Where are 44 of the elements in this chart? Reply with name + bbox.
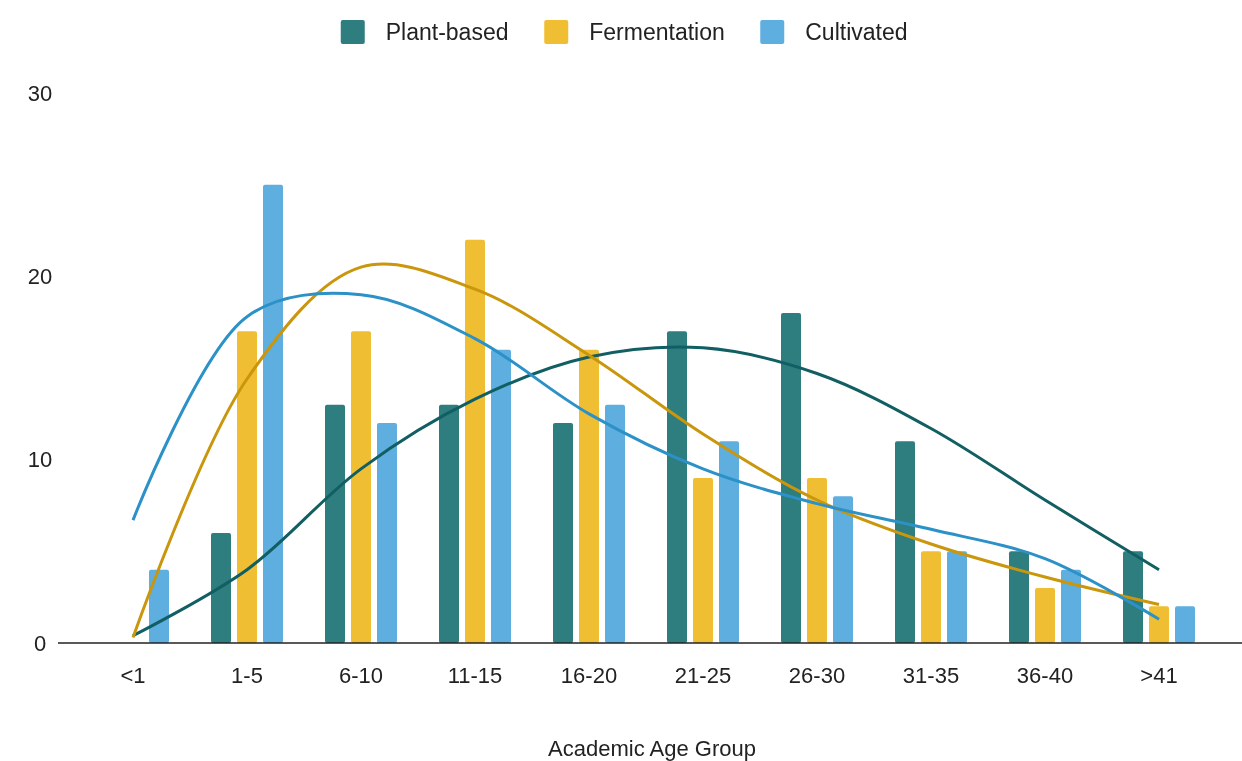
bar bbox=[211, 533, 231, 643]
bar bbox=[263, 184, 283, 643]
bar bbox=[947, 551, 967, 643]
bar bbox=[667, 331, 687, 643]
x-axis-title: Academic Age Group bbox=[548, 735, 756, 761]
y-tick-label: 10 bbox=[27, 447, 53, 473]
legend-label: Fermentation bbox=[589, 19, 725, 45]
bar bbox=[377, 423, 397, 643]
bar bbox=[579, 349, 599, 643]
x-tick-label: >41 bbox=[1140, 662, 1178, 688]
x-tick-label: 36-40 bbox=[1016, 662, 1074, 688]
x-tick-label: 21-25 bbox=[674, 662, 732, 688]
y-tick-label: 20 bbox=[27, 263, 53, 289]
x-tick-label: 26-30 bbox=[788, 662, 846, 688]
x-tick-label: 1-5 bbox=[231, 662, 263, 688]
bar bbox=[781, 313, 801, 643]
x-tick-label: 31-35 bbox=[902, 662, 960, 688]
bar bbox=[605, 404, 625, 643]
bar bbox=[807, 478, 827, 643]
bar bbox=[1009, 551, 1029, 643]
bar bbox=[553, 423, 573, 643]
y-tick-label: 0 bbox=[33, 630, 47, 656]
bar bbox=[719, 441, 739, 643]
y-tick-label: 30 bbox=[27, 80, 53, 106]
legend-label: Cultivated bbox=[805, 19, 908, 45]
bar bbox=[1175, 606, 1195, 643]
x-tick-label: <1 bbox=[120, 662, 146, 688]
legend-label: Plant-based bbox=[385, 19, 509, 45]
bar bbox=[895, 441, 915, 643]
x-tick-label: 11-15 bbox=[447, 662, 503, 688]
bar bbox=[833, 496, 853, 643]
bar bbox=[491, 349, 511, 643]
bar bbox=[921, 551, 941, 643]
bar bbox=[439, 404, 459, 643]
bar bbox=[351, 331, 371, 643]
bar bbox=[465, 239, 485, 643]
x-tick-label: 6-10 bbox=[338, 662, 384, 688]
bar bbox=[1035, 588, 1055, 643]
bar bbox=[325, 404, 345, 643]
x-tick-label: 16-20 bbox=[560, 662, 618, 688]
bar bbox=[693, 478, 713, 643]
bar bbox=[1149, 606, 1169, 643]
bar bbox=[237, 331, 257, 643]
bar bbox=[1061, 569, 1081, 643]
